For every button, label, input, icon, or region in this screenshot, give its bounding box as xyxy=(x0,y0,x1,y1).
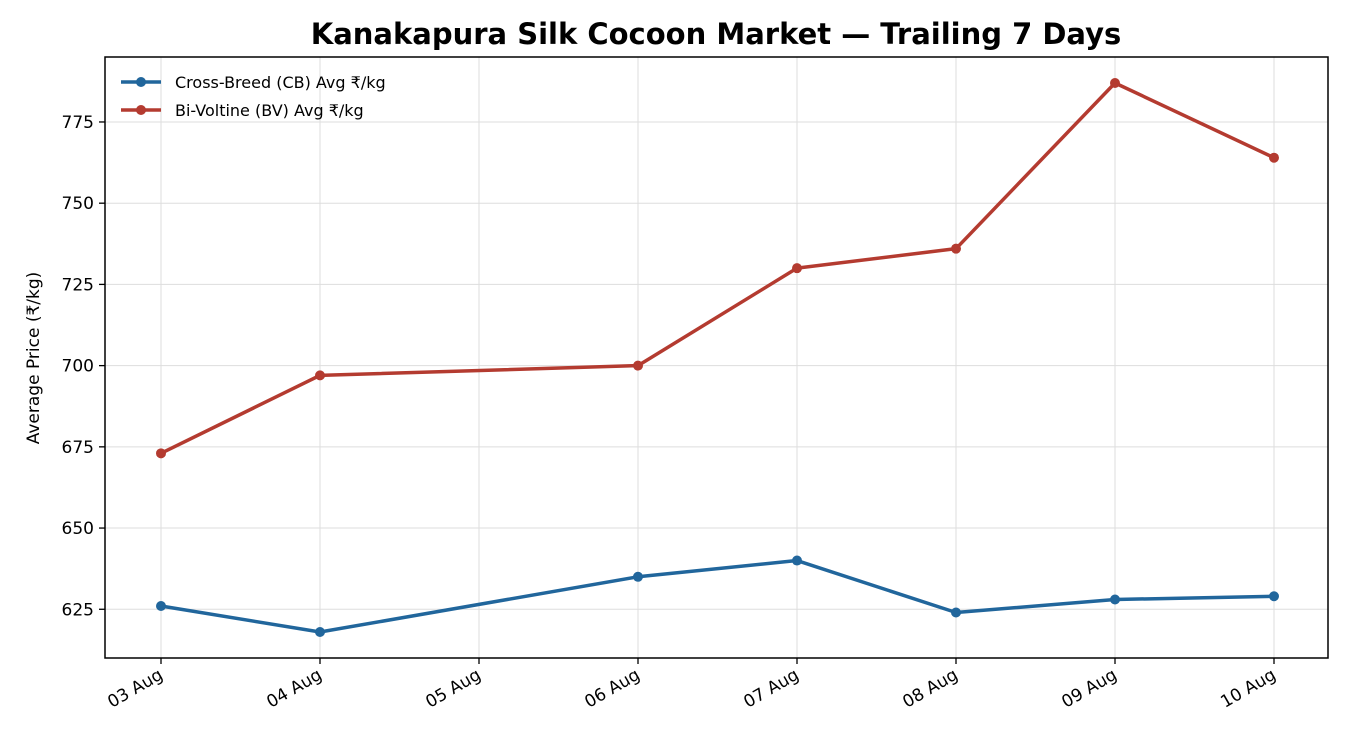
y-axis-label: Average Price (₹/kg) xyxy=(24,272,44,445)
data-point xyxy=(951,607,961,618)
data-point xyxy=(951,243,961,254)
data-point xyxy=(792,263,802,274)
series-layer xyxy=(156,77,1279,638)
y-tick-label: 725 xyxy=(62,275,94,295)
data-point xyxy=(1110,594,1120,605)
data-point xyxy=(1110,77,1120,88)
chart-title: Kanakapura Silk Cocoon Market — Trailing… xyxy=(311,17,1122,51)
data-point xyxy=(1269,152,1279,163)
y-tick-label: 675 xyxy=(62,438,94,458)
y-tick-label: 700 xyxy=(62,357,94,377)
data-point xyxy=(792,555,802,566)
series-1 xyxy=(156,555,1279,638)
y-tick-label: 750 xyxy=(62,194,94,214)
data-point xyxy=(633,360,643,371)
data-point xyxy=(633,571,643,582)
data-point xyxy=(156,448,166,459)
plot-area-frame xyxy=(104,56,1329,659)
legend: Cross-Breed (CB) Avg ₹/kg Bi-Voltine (BV)… xyxy=(121,73,386,120)
legend-item: Bi-Voltine (BV) Avg ₹/kg xyxy=(121,101,364,120)
legend-label: Bi-Voltine (BV) Avg ₹/kg xyxy=(175,101,364,120)
legend-label: Cross-Breed (CB) Avg ₹/kg xyxy=(175,73,386,92)
data-point xyxy=(315,627,325,638)
data-point xyxy=(156,601,166,612)
legend-item: Cross-Breed (CB) Avg ₹/kg xyxy=(121,73,386,92)
data-point xyxy=(1269,591,1279,602)
legend-marker-swatch xyxy=(136,105,146,115)
data-point xyxy=(315,370,325,381)
y-tick-label: 650 xyxy=(62,519,94,539)
legend-marker-swatch xyxy=(136,77,146,87)
y-tick-label: 775 xyxy=(62,113,94,133)
y-tick-label: 625 xyxy=(62,600,94,620)
series-2 xyxy=(156,77,1279,459)
